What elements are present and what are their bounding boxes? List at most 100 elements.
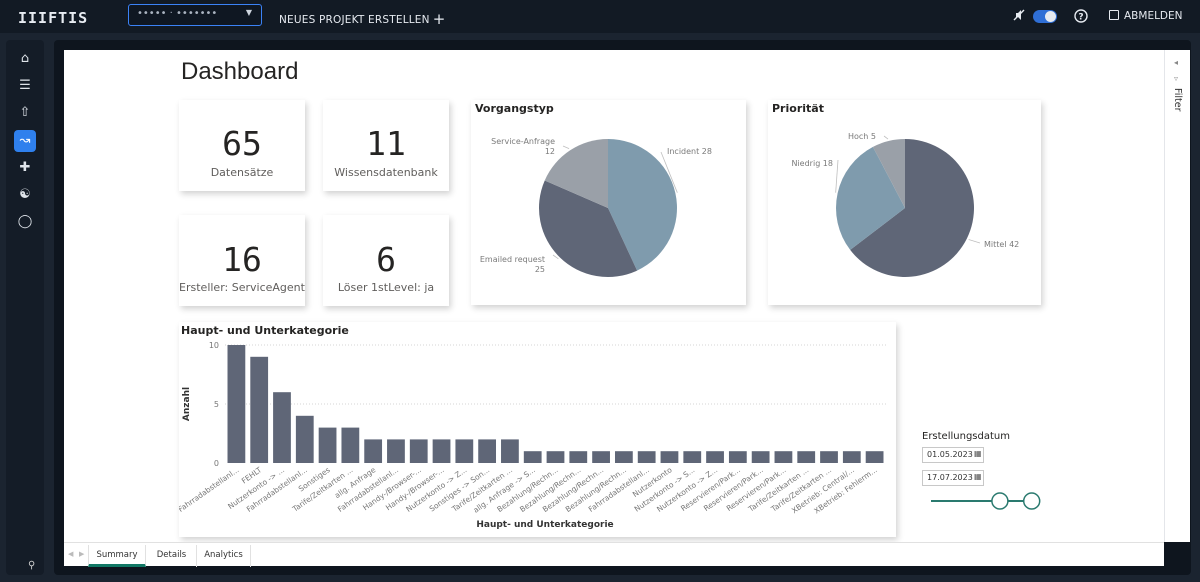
bar[interactable] (592, 451, 610, 463)
x-axis-label: Haupt- und Unterkategorie (476, 520, 613, 530)
pie-leader-line (660, 151, 678, 193)
theme-toggle[interactable] (1033, 10, 1057, 23)
pie-leader-line (835, 159, 839, 193)
logout-label: ABMELDEN (1124, 10, 1183, 22)
kpi-value: 65 (222, 124, 262, 163)
bar[interactable] (683, 451, 702, 463)
kpi-label: Datensätze (210, 166, 274, 179)
slider-handle[interactable] (991, 492, 1009, 510)
tab-summary[interactable]: Summary (88, 545, 146, 567)
bar[interactable] (501, 439, 519, 463)
upload-icon[interactable]: ⇧ (19, 105, 31, 120)
bar[interactable] (546, 451, 565, 463)
pie-data-label: 12 (545, 147, 555, 156)
new-project-label: NEUES PROJEKT ERSTELLEN (279, 14, 430, 26)
bar[interactable] (478, 439, 497, 463)
bar[interactable] (227, 345, 246, 463)
kpi-label: Löser 1stLevel: ja (337, 281, 435, 294)
new-project-button[interactable]: NEUES PROJEKT ERSTELLEN + (279, 9, 445, 28)
kpi-value: 16 (222, 240, 262, 279)
pie-data-label: Emailed request (480, 255, 545, 264)
kpi-card-records[interactable]: 65 Datensätze (179, 100, 305, 191)
next-tab-icon[interactable]: ▶ (79, 550, 85, 558)
mute-icon[interactable] (1012, 8, 1026, 25)
project-select-value: ••••• · ••••••• (137, 8, 218, 19)
pie-slice[interactable] (872, 139, 905, 208)
bar[interactable] (820, 451, 838, 463)
add-item-icon[interactable]: ✚ (19, 160, 31, 175)
app-logo[interactable]: IIIFTIS (18, 9, 89, 27)
kpi-card-knowledge-base[interactable]: 11 Wissensdatenbank (323, 100, 449, 191)
slider-handle[interactable] (1022, 492, 1041, 510)
bar[interactable] (409, 439, 428, 463)
bar-card-category[interactable]: Haupt- und Unterkategorie 0 5 10 Fahrradabs… (179, 322, 896, 537)
filter-icon: ▿ (1174, 74, 1179, 83)
bar[interactable] (728, 451, 747, 463)
bar[interactable] (295, 415, 314, 463)
bar[interactable] (797, 451, 816, 463)
kpi-card-creator[interactable]: 16 Ersteller: ServiceAgent (179, 215, 305, 306)
y-axis-label: Anzahl (182, 387, 192, 421)
pie-slice[interactable] (544, 139, 608, 208)
bar[interactable] (774, 451, 793, 463)
prev-tab-icon[interactable]: ◀ (68, 550, 74, 558)
pie-slice[interactable] (539, 180, 638, 277)
bar[interactable] (364, 439, 383, 463)
tab-analytics[interactable]: Analytics (197, 545, 251, 567)
pin-icon[interactable]: ⚲ (28, 560, 36, 571)
pie-data-label: 25 (535, 265, 545, 274)
sidebar: ⌂ ☰ ⇧ ↝ ✚ ☯ ◯ (6, 40, 44, 575)
bar[interactable] (842, 451, 861, 463)
kpi-value: 6 (376, 240, 396, 279)
list-icon[interactable]: ☰ (19, 78, 31, 93)
filter-pane[interactable]: ◂ ▿ Filter (1164, 50, 1190, 542)
kpi-card-solver[interactable]: 6 Löser 1stLevel: ja (323, 215, 449, 306)
home-icon[interactable]: ⌂ (20, 51, 30, 66)
start-date-input[interactable]: 01.05.2023 (922, 447, 984, 463)
bar[interactable] (273, 392, 291, 463)
bar[interactable] (455, 439, 474, 463)
y-tick-label: 5 (214, 400, 219, 409)
page-tabs: ◀ ▶ Summary Details Analytics (64, 542, 1164, 567)
dashboard-icon[interactable]: ↝ (14, 130, 36, 152)
calendar-icon[interactable]: ▦ (974, 472, 982, 481)
chart-title: Haupt- und Unterkategorie (181, 324, 349, 337)
bar[interactable] (523, 451, 542, 463)
idea-icon[interactable]: ◯ (17, 214, 33, 229)
end-date-input[interactable]: 17.07.2023 (922, 470, 984, 486)
bar[interactable] (387, 439, 405, 463)
collapse-arrow-icon[interactable]: ◂ (1174, 58, 1179, 67)
help-icon[interactable]: ? (1074, 9, 1088, 26)
pie-slice[interactable] (836, 146, 905, 250)
bar[interactable] (318, 427, 337, 463)
bar[interactable] (637, 451, 656, 463)
pie-slice[interactable] (608, 139, 677, 271)
calendar-icon[interactable]: ▦ (974, 449, 982, 458)
bar[interactable] (660, 451, 679, 463)
svg-text:?: ? (1078, 13, 1083, 23)
bar[interactable] (250, 356, 269, 463)
tab-details[interactable]: Details (147, 545, 197, 567)
bar[interactable] (706, 451, 724, 463)
hierarchy-icon[interactable]: ☯ (19, 187, 31, 202)
kpi-value: 11 (366, 124, 406, 163)
filter-label: Filter (1172, 88, 1183, 112)
bar[interactable] (751, 451, 770, 463)
logout-button[interactable]: ABMELDEN (1109, 9, 1183, 22)
pie-leader-line (883, 135, 889, 140)
pie-data-label: Service-Anfrage (491, 137, 555, 146)
pie-card-priority[interactable]: Priorität Mittel 42 Niedrig 18 Hoch 5 (768, 100, 1041, 305)
bar[interactable] (614, 451, 633, 463)
bar[interactable] (341, 427, 360, 463)
date-range-slider[interactable] (925, 489, 1045, 513)
date-slicer-title: Erstellungsdatum (922, 431, 1010, 442)
bar[interactable] (432, 439, 451, 463)
pie-card-ticket-type[interactable]: Vorgangstyp Incident 28 Emailed request 25… (471, 100, 746, 305)
pie-slice[interactable] (850, 139, 974, 277)
project-select[interactable]: ••••• · ••••••• ▼ (128, 4, 262, 26)
bar[interactable] (569, 451, 588, 463)
bar[interactable] (865, 451, 884, 463)
page-title: Dashboard (181, 58, 299, 85)
